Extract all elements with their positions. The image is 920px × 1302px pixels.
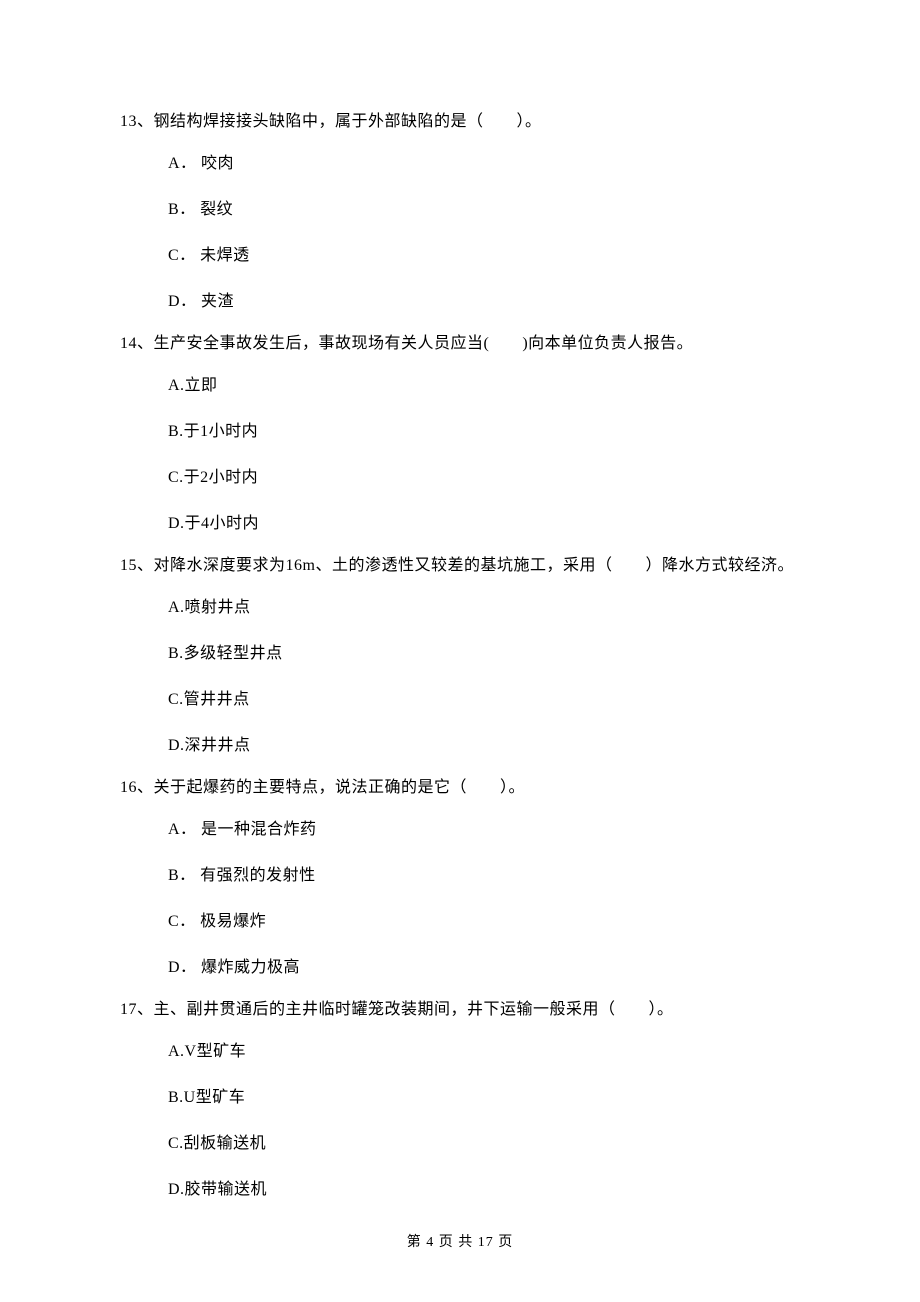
question-number: 15、 — [120, 557, 154, 574]
option-a: A． 咬肉 — [168, 152, 800, 176]
option-b: B． 裂纹 — [168, 198, 800, 222]
option-a: A.V型矿车 — [168, 1040, 800, 1064]
question-14: 14、生产安全事故发生后，事故现场有关人员应当( )向本单位负责人报告。 A.立… — [120, 332, 800, 536]
question-stem: 17、主、副井贯通后的主井临时罐笼改装期间，井下运输一般采用（ ）。 — [120, 998, 800, 1022]
question-15: 15、对降水深度要求为16m、土的渗透性又较差的基坑施工，采用（ ）降水方式较经… — [120, 554, 800, 758]
question-stem: 14、生产安全事故发生后，事故现场有关人员应当( )向本单位负责人报告。 — [120, 332, 800, 356]
option-d: D.于4小时内 — [168, 512, 800, 536]
option-b: B.于1小时内 — [168, 420, 800, 444]
question-text: 钢结构焊接接头缺陷中，属于外部缺陷的是（ ）。 — [154, 113, 542, 130]
question-stem: 13、钢结构焊接接头缺陷中，属于外部缺陷的是（ ）。 — [120, 110, 800, 134]
question-text: 主、副井贯通后的主井临时罐笼改装期间，井下运输一般采用（ ）。 — [154, 1001, 674, 1018]
question-stem: 15、对降水深度要求为16m、土的渗透性又较差的基坑施工，采用（ ）降水方式较经… — [120, 554, 800, 578]
option-b: B.多级轻型井点 — [168, 642, 800, 666]
question-number: 13、 — [120, 113, 154, 130]
page-content: 13、钢结构焊接接头缺陷中，属于外部缺陷的是（ ）。 A． 咬肉 B． 裂纹 C… — [0, 0, 920, 1293]
option-d: D.深井井点 — [168, 734, 800, 758]
option-d: D． 爆炸威力极高 — [168, 956, 800, 980]
page-footer: 第 4 页 共 17 页 — [120, 1232, 800, 1253]
option-a: A． 是一种混合炸药 — [168, 818, 800, 842]
question-number: 14、 — [120, 335, 154, 352]
option-c: C.管井井点 — [168, 688, 800, 712]
option-d: D.胶带输送机 — [168, 1178, 800, 1202]
question-16: 16、关于起爆药的主要特点，说法正确的是它（ ）。 A． 是一种混合炸药 B． … — [120, 776, 800, 980]
option-a: A.喷射井点 — [168, 596, 800, 620]
option-c: C.于2小时内 — [168, 466, 800, 490]
option-b: B． 有强烈的发射性 — [168, 864, 800, 888]
option-d: D． 夹渣 — [168, 290, 800, 314]
option-a: A.立即 — [168, 374, 800, 398]
question-number: 17、 — [120, 1001, 154, 1018]
question-text: 对降水深度要求为16m、土的渗透性又较差的基坑施工，采用（ ）降水方式较经济。 — [154, 557, 794, 574]
question-13: 13、钢结构焊接接头缺陷中，属于外部缺陷的是（ ）。 A． 咬肉 B． 裂纹 C… — [120, 110, 800, 314]
option-c: C． 极易爆炸 — [168, 910, 800, 934]
option-b: B.U型矿车 — [168, 1086, 800, 1110]
question-stem: 16、关于起爆药的主要特点，说法正确的是它（ ）。 — [120, 776, 800, 800]
question-text: 关于起爆药的主要特点，说法正确的是它（ ）。 — [154, 779, 526, 796]
option-c: C． 未焊透 — [168, 244, 800, 268]
question-text: 生产安全事故发生后，事故现场有关人员应当( )向本单位负责人报告。 — [154, 335, 694, 352]
question-number: 16、 — [120, 779, 154, 796]
question-17: 17、主、副井贯通后的主井临时罐笼改装期间，井下运输一般采用（ ）。 A.V型矿… — [120, 998, 800, 1202]
option-c: C.刮板输送机 — [168, 1132, 800, 1156]
